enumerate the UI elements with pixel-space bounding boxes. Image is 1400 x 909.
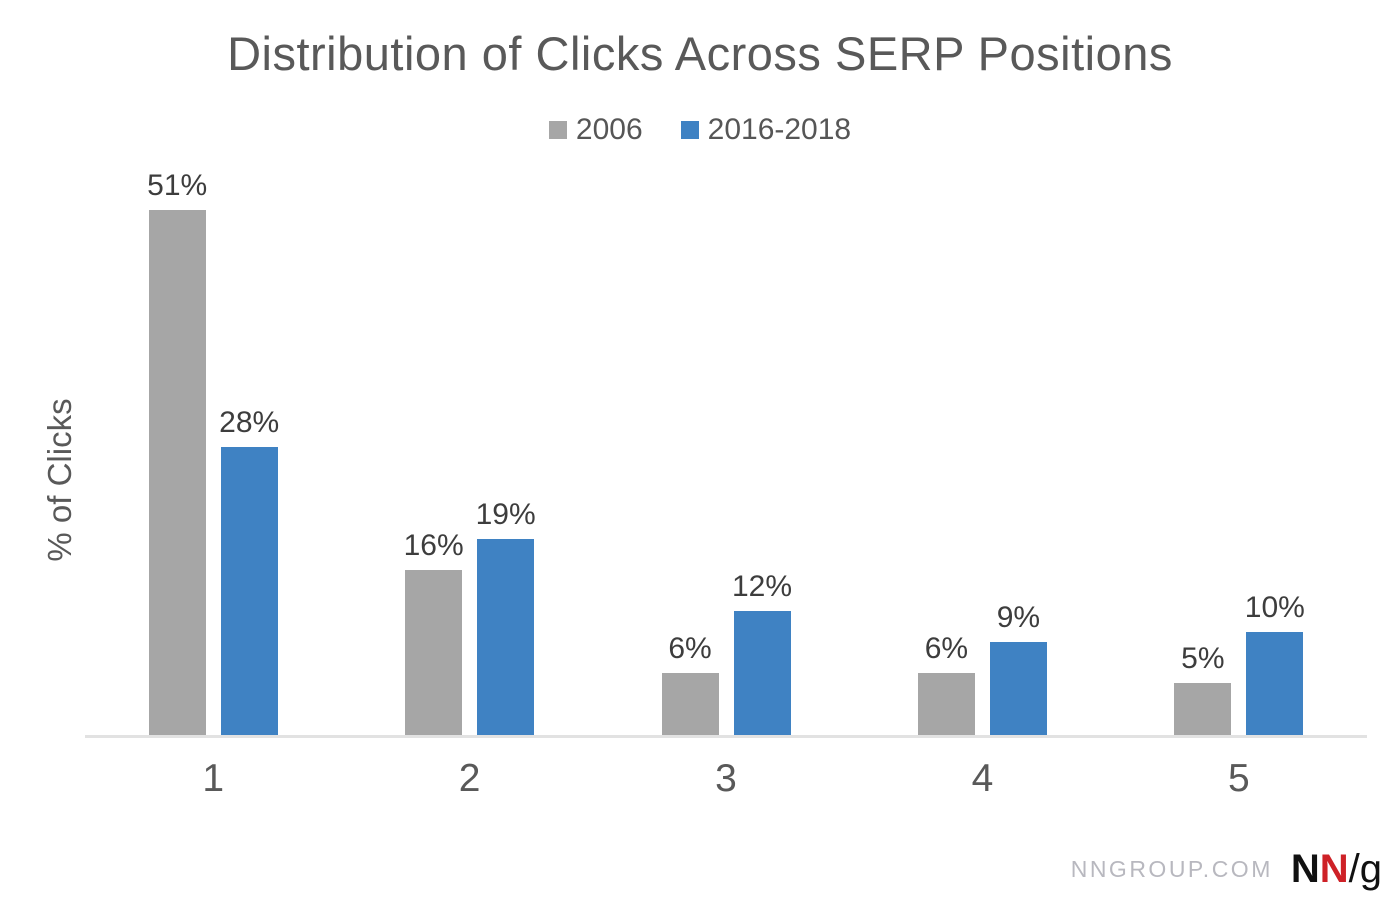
- bar-2016-2018-position-5: 10%: [1245, 592, 1305, 735]
- legend-label: 2016-2018: [707, 113, 852, 146]
- logo-letter-n1: N: [1290, 847, 1320, 891]
- x-axis: 1 2 3 4 5: [85, 757, 1367, 801]
- bar-2006-position-3: 6%: [661, 633, 719, 735]
- legend-item-2006: 2006: [548, 113, 643, 147]
- bar-value-label: 12%: [731, 570, 793, 603]
- bar-2006-position-1: 51%: [147, 170, 207, 735]
- bar-value-label: 6%: [668, 632, 712, 665]
- legend-swatch-icon: [548, 121, 567, 139]
- bar-2016-2018-position-1: 28%: [219, 407, 279, 735]
- nng-logo: NN/g: [1291, 847, 1382, 892]
- bar-group-position-5: 5% 10%: [1111, 208, 1367, 735]
- bar-2006-position-5: 5%: [1174, 643, 1232, 735]
- bar-group-position-1: 51% 28%: [85, 170, 341, 735]
- bar-value-label: 19%: [475, 498, 536, 531]
- bar-value-label: 16%: [403, 529, 464, 562]
- logo-slash-g: /g: [1348, 847, 1382, 891]
- bar-value-label: 28%: [219, 406, 280, 439]
- legend-swatch-icon: [680, 121, 699, 139]
- x-axis-tick-4: 4: [971, 757, 994, 800]
- bar-2016-2018-position-4: 9%: [989, 602, 1047, 735]
- plot-area: 51% 28% 16% 19% 6% 12% 6% 9% 5% 10%: [85, 170, 1367, 738]
- bar-group-position-2: 16% 19%: [341, 208, 597, 735]
- legend: 2006 2016-2018: [0, 113, 1400, 147]
- bar-2006-position-2: 16%: [404, 530, 464, 735]
- bar-2016-2018-position-3: 12%: [732, 571, 792, 735]
- chart-title: Distribution of Clicks Across SERP Posit…: [227, 27, 1173, 80]
- x-axis-tick-5: 5: [1227, 757, 1250, 800]
- bar-value-label: 10%: [1244, 591, 1305, 624]
- bar-value-label: 6%: [924, 632, 969, 665]
- bar-group-position-4: 6% 9%: [854, 208, 1110, 735]
- y-axis-label: % of Clicks: [41, 398, 78, 562]
- bar-value-label: 9%: [996, 601, 1041, 634]
- bar-group-position-3: 6% 12%: [598, 208, 854, 735]
- legend-label: 2006: [575, 113, 643, 146]
- legend-item-2016-2018: 2016-2018: [680, 113, 852, 147]
- x-axis-tick-2: 2: [458, 757, 481, 800]
- x-axis-tick-1: 1: [202, 757, 225, 800]
- x-axis-tick-3: 3: [715, 757, 737, 800]
- logo-letter-n2: N: [1319, 847, 1349, 891]
- bar-value-label: 51%: [147, 169, 208, 202]
- bar-2006-position-4: 6%: [917, 633, 975, 735]
- site-credit: NNGROUP.COM: [1070, 856, 1273, 882]
- bar-value-label: 5%: [1181, 642, 1225, 675]
- bar-2016-2018-position-2: 19%: [476, 499, 536, 735]
- footer: NNGROUP.COM NN/g: [1071, 847, 1382, 892]
